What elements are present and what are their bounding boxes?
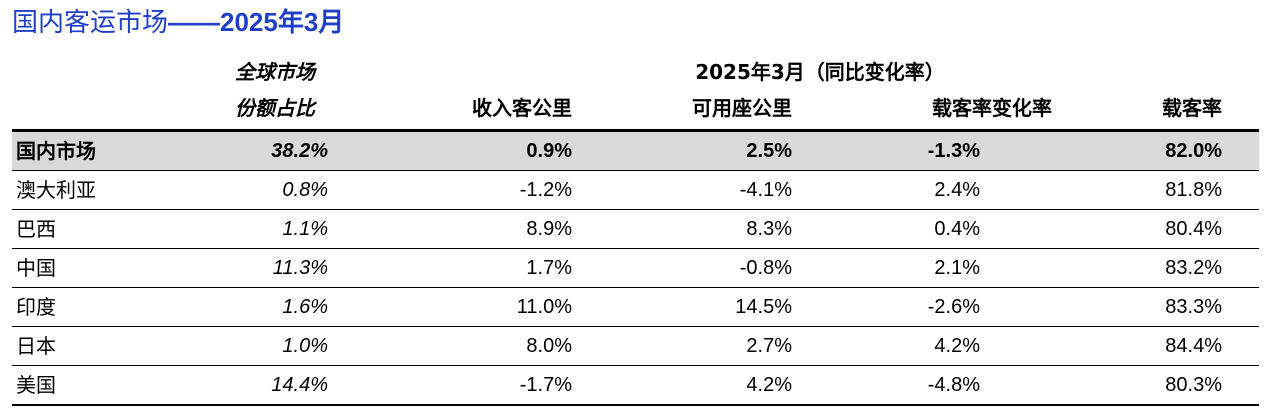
row-name: 澳大利亚 [16,178,96,202]
row-divider [12,209,1259,210]
table-row: 美国 14.4% -1.7% 4.2% -4.8% 80.3% [12,366,1259,404]
row-share: 11.3% [272,257,328,279]
row-divider [12,365,1259,366]
title-date: 2025年3月 [220,7,345,37]
row-rpk: 11.0% [516,296,572,318]
row-ask: 4.2% [746,374,792,396]
table-row: 印度 1.6% 11.0% 14.5% -2.6% 83.3% [12,288,1259,326]
row-plf-change: 4.2% [934,335,980,357]
row-divider [12,326,1259,327]
row-share: 1.1% [282,218,328,240]
row-rpk: -1.2% [519,179,572,201]
row-ask: -4.1% [739,179,792,201]
header-plf: 载客率 [1162,96,1222,120]
header-rule [12,129,1259,132]
row-plf: 82.0% [1165,140,1222,162]
header-group-title: 2025年3月（同比变化率） [695,60,945,84]
row-divider [12,248,1259,249]
row-rpk: 8.9% [526,218,572,240]
row-share: 1.0% [282,335,328,357]
row-name: 美国 [16,373,56,397]
header-share-line2: 份额占比 [235,96,315,120]
row-ask: 14.5% [735,296,792,318]
title-dash: —— [168,7,221,37]
row-name: 中国 [16,256,56,280]
row-rpk: 0.9% [526,140,572,162]
row-share: 0.8% [282,179,328,201]
row-plf-change: -4.8% [927,374,980,396]
row-plf-change: 2.1% [934,257,980,279]
row-plf-change: -1.3% [927,140,980,162]
header-rpk: 收入客公里 [472,96,572,120]
row-divider [12,170,1259,171]
row-plf-change: 2.4% [934,179,980,201]
row-share: 14.4% [271,374,328,396]
table-row: 中国 11.3% 1.7% -0.8% 2.1% 83.2% [12,249,1259,287]
row-plf: 80.3% [1165,374,1222,396]
header-share-line1: 全球市场 [235,60,315,84]
row-rpk: 8.0% [526,335,572,357]
header-plf-change: 载客率变化率 [932,96,1052,120]
row-plf: 83.2% [1165,257,1222,279]
header-ask: 可用座公里 [692,96,792,120]
table-row: 澳大利亚 0.8% -1.2% -4.1% 2.4% 81.8% [12,171,1259,209]
row-plf: 84.4% [1165,335,1222,357]
row-ask: -0.8% [739,257,792,279]
row-plf: 80.4% [1165,218,1222,240]
row-name: 日本 [16,334,56,358]
row-rpk: 1.7% [526,257,572,279]
table-row: 巴西 1.1% 8.9% 8.3% 0.4% 80.4% [12,210,1259,248]
row-share: 1.6% [282,296,328,318]
row-rpk: -1.7% [519,374,572,396]
row-name: 国内市场 [16,139,96,163]
title-text: 国内客运市场 [12,8,169,38]
row-name: 印度 [16,295,56,319]
row-name: 巴西 [16,217,56,241]
row-ask: 2.5% [746,140,792,162]
page-title: 国内客运市场——2025年3月 [12,4,344,41]
table-row-domestic: 国内市场 38.2% 0.9% 2.5% -1.3% 82.0% [12,132,1259,170]
row-share: 38.2% [271,140,328,162]
row-plf: 83.3% [1165,296,1222,318]
row-divider [12,287,1259,288]
row-ask: 2.7% [746,335,792,357]
row-plf-change: -2.6% [927,296,980,318]
row-plf: 81.8% [1165,179,1222,201]
table-row: 日本 1.0% 8.0% 2.7% 4.2% 84.4% [12,327,1259,365]
row-ask: 8.3% [746,218,792,240]
row-plf-change: 0.4% [934,218,980,240]
bottom-rule [12,404,1259,406]
